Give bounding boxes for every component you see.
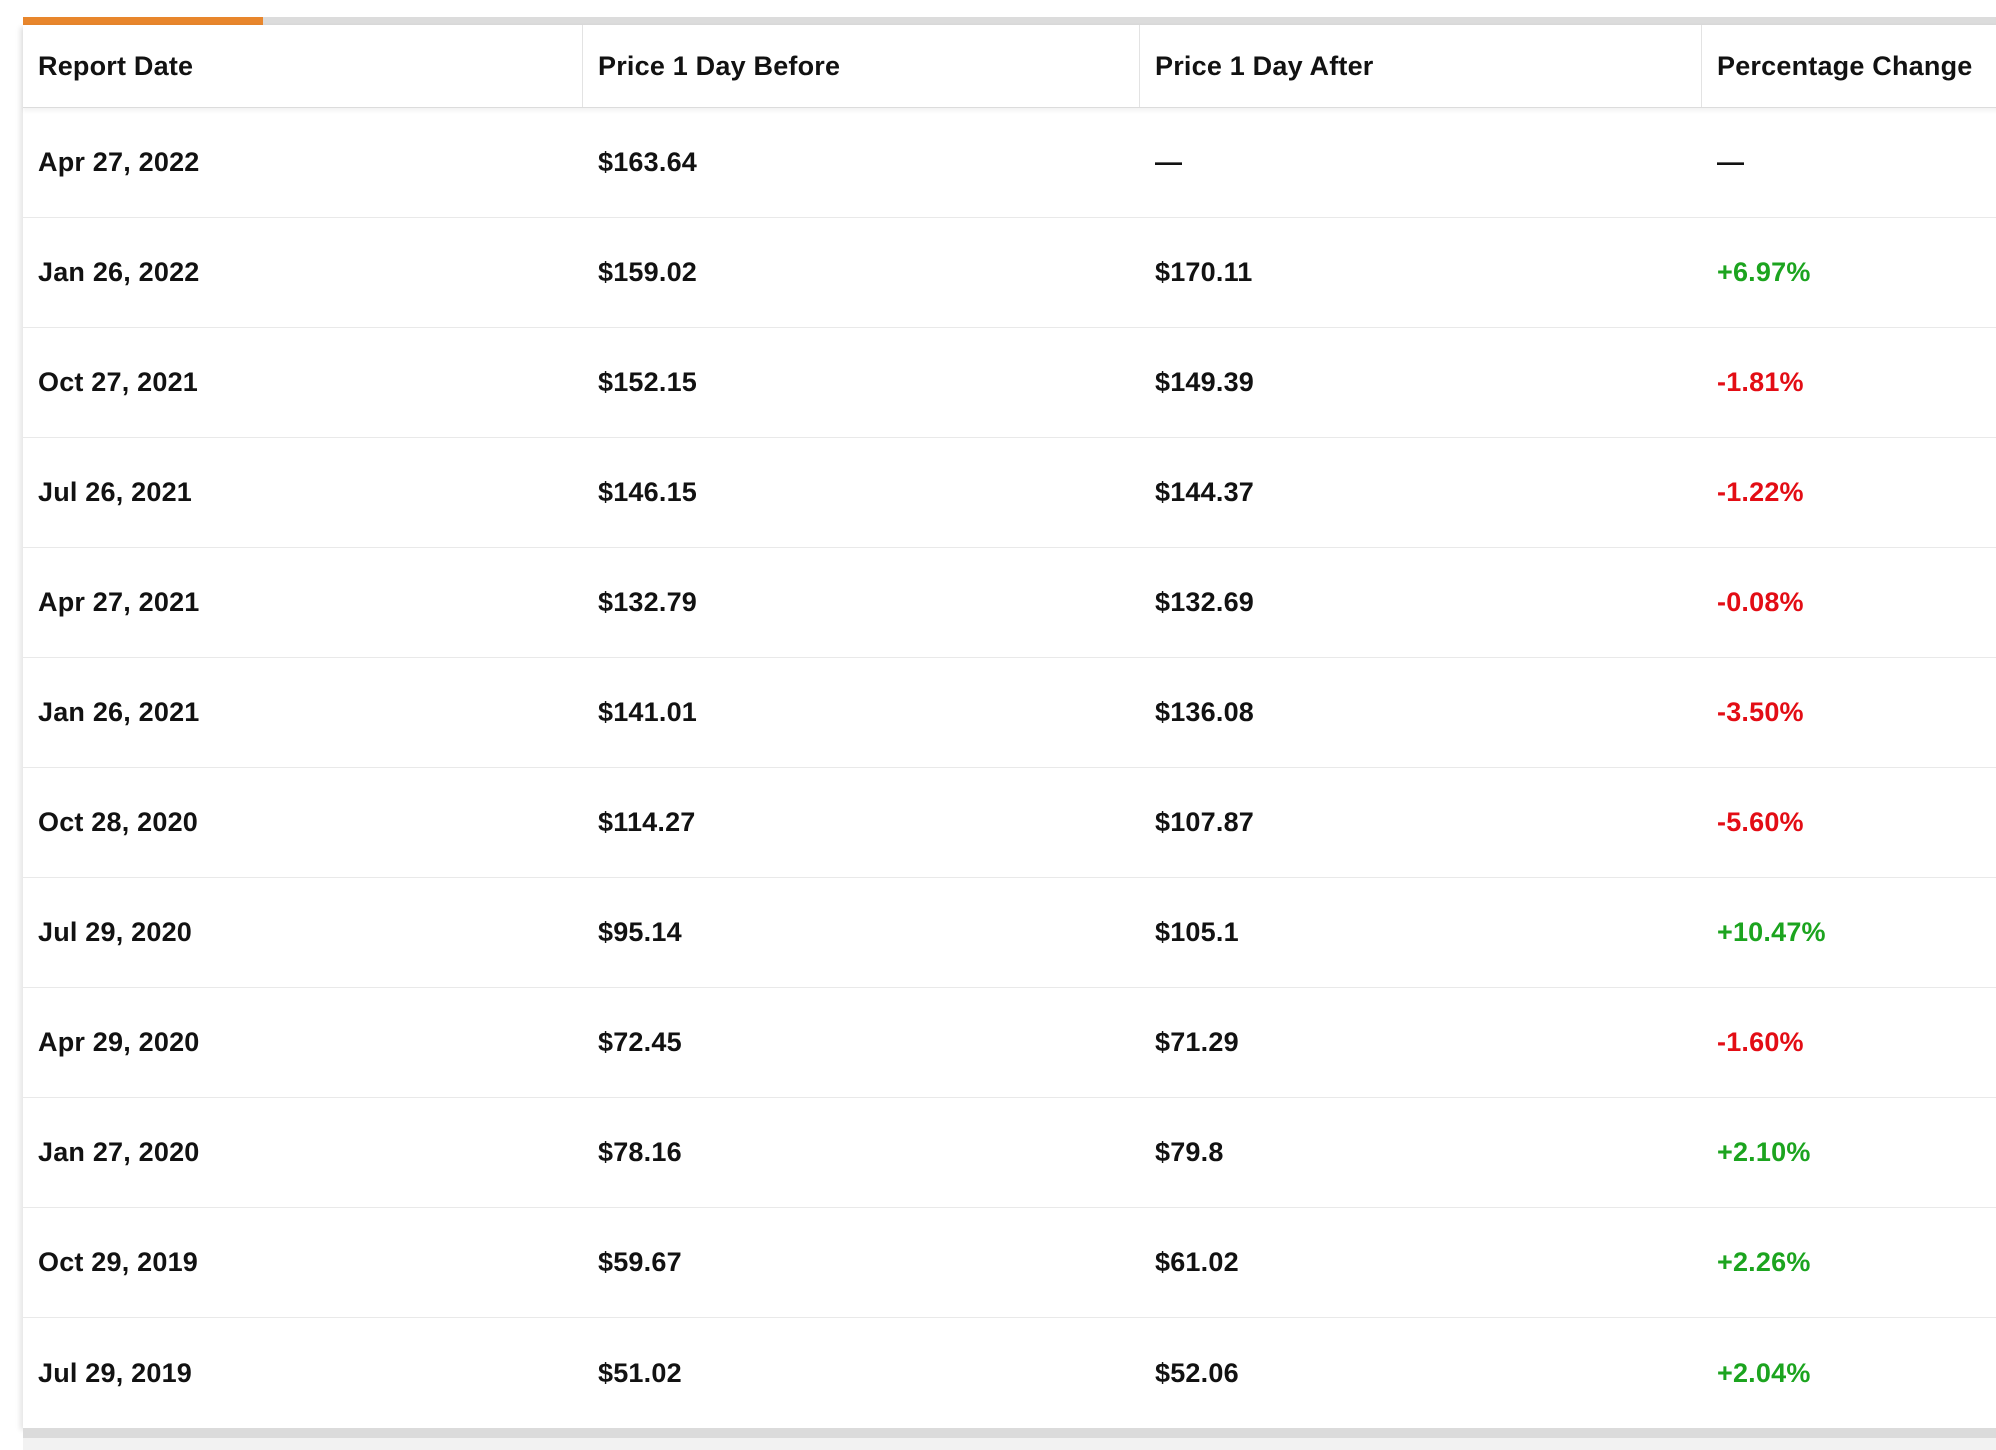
cell-price-day-after: $61.02 xyxy=(1155,1247,1239,1277)
horizontal-scrollbar-thumb[interactable] xyxy=(23,17,263,25)
table-row: Oct 29, 2019 $59.67 $61.02 +2.26% xyxy=(23,1208,1996,1318)
cell-report-date: Jan 27, 2020 xyxy=(38,1137,200,1167)
cell-price-day-after: $132.69 xyxy=(1155,587,1254,617)
cell-report-date: Apr 27, 2021 xyxy=(38,587,200,617)
cell-percentage-change: -1.22% xyxy=(1717,477,1804,507)
cell-price-day-before: $51.02 xyxy=(598,1357,682,1388)
earnings-price-table: Report Date Price 1 Day Before Price 1 D… xyxy=(23,25,1996,1428)
column-header-price-day-after: Price 1 Day After xyxy=(1140,25,1702,107)
cell-price-day-after: — xyxy=(1155,147,1183,177)
table-row: Apr 27, 2021 $132.79 $132.69 -0.08% xyxy=(23,548,1996,658)
cell-price-day-before: $163.64 xyxy=(598,147,697,177)
column-header-report-date: Report Date xyxy=(23,25,583,107)
cell-percentage-change: -1.81% xyxy=(1717,367,1804,397)
table-row: Oct 27, 2021 $152.15 $149.39 -1.81% xyxy=(23,328,1996,438)
cell-percentage-change: -0.08% xyxy=(1717,587,1804,617)
table-bottom-edge xyxy=(23,1428,1996,1438)
cell-report-date: Jan 26, 2022 xyxy=(38,257,200,287)
table-row: Oct 28, 2020 $114.27 $107.87 -5.60% xyxy=(23,768,1996,878)
horizontal-scrollbar-track[interactable] xyxy=(23,17,1996,25)
cell-price-day-after: $105.1 xyxy=(1155,917,1239,947)
cell-report-date: Apr 27, 2022 xyxy=(38,147,200,177)
page-section-below-table xyxy=(23,1438,1996,1450)
cell-price-day-before: $132.79 xyxy=(598,587,697,617)
cell-percentage-change: +2.10% xyxy=(1717,1137,1811,1167)
cell-percentage-change: -1.60% xyxy=(1717,1027,1804,1057)
column-header-price-day-before: Price 1 Day Before xyxy=(583,25,1140,107)
cell-percentage-change: — xyxy=(1717,147,1745,177)
table-row: Jan 26, 2021 $141.01 $136.08 -3.50% xyxy=(23,658,1996,768)
cell-price-day-after: $52.06 xyxy=(1155,1357,1239,1388)
cell-report-date: Jan 26, 2021 xyxy=(38,697,200,727)
cell-percentage-change: +2.26% xyxy=(1717,1247,1811,1277)
cell-price-day-after: $144.37 xyxy=(1155,477,1254,507)
table-header-row: Report Date Price 1 Day Before Price 1 D… xyxy=(23,25,1996,108)
cell-percentage-change: +6.97% xyxy=(1717,257,1811,287)
table-row: Apr 29, 2020 $72.45 $71.29 -1.60% xyxy=(23,988,1996,1098)
cell-percentage-change: -3.50% xyxy=(1717,697,1804,727)
cell-price-day-before: $78.16 xyxy=(598,1137,682,1167)
cell-percentage-change: -5.60% xyxy=(1717,807,1804,837)
cell-price-day-before: $59.67 xyxy=(598,1247,682,1277)
cell-price-day-after: $136.08 xyxy=(1155,697,1254,727)
cell-price-day-after: $107.87 xyxy=(1155,807,1254,837)
column-header-percentage-change: Percentage Change xyxy=(1717,50,1973,81)
cell-price-day-after: $79.8 xyxy=(1155,1137,1224,1167)
cell-report-date: Oct 27, 2021 xyxy=(38,367,199,397)
cell-percentage-change: +2.04% xyxy=(1717,1357,1811,1388)
table-row: Jan 27, 2020 $78.16 $79.8 +2.10% xyxy=(23,1098,1996,1208)
cell-price-day-before: $114.27 xyxy=(598,807,696,837)
cell-price-day-before: $141.01 xyxy=(598,697,697,727)
cell-price-day-before: $95.14 xyxy=(598,917,682,947)
table-row: Jul 29, 2019 $51.02 $52.06 +2.04% xyxy=(23,1318,1996,1428)
cell-price-day-after: $149.39 xyxy=(1155,367,1254,397)
cell-report-date: Jul 26, 2021 xyxy=(38,477,193,507)
cell-price-day-after: $71.29 xyxy=(1155,1027,1239,1057)
table-row: Jan 26, 2022 $159.02 $170.11 +6.97% xyxy=(23,218,1996,328)
cell-percentage-change: +10.47% xyxy=(1717,917,1826,947)
cell-report-date: Apr 29, 2020 xyxy=(38,1027,200,1057)
cell-report-date: Jul 29, 2020 xyxy=(38,917,193,947)
cell-report-date: Oct 28, 2020 xyxy=(38,807,199,837)
cell-report-date: Jul 29, 2019 xyxy=(38,1357,193,1388)
cell-report-date: Oct 29, 2019 xyxy=(38,1247,199,1277)
table-row: Apr 27, 2022 $163.64 — — xyxy=(23,108,1996,218)
cell-price-day-before: $72.45 xyxy=(598,1027,682,1057)
table-body: Apr 27, 2022 $163.64 — — Jan 26, 2022 $1… xyxy=(23,108,1996,1428)
table-row: Jul 26, 2021 $146.15 $144.37 -1.22% xyxy=(23,438,1996,548)
cell-price-day-before: $146.15 xyxy=(598,477,697,507)
cell-price-day-after: $170.11 xyxy=(1155,257,1253,287)
cell-price-day-before: $152.15 xyxy=(598,367,697,397)
table-row: Jul 29, 2020 $95.14 $105.1 +10.47% xyxy=(23,878,1996,988)
cell-price-day-before: $159.02 xyxy=(598,257,697,287)
